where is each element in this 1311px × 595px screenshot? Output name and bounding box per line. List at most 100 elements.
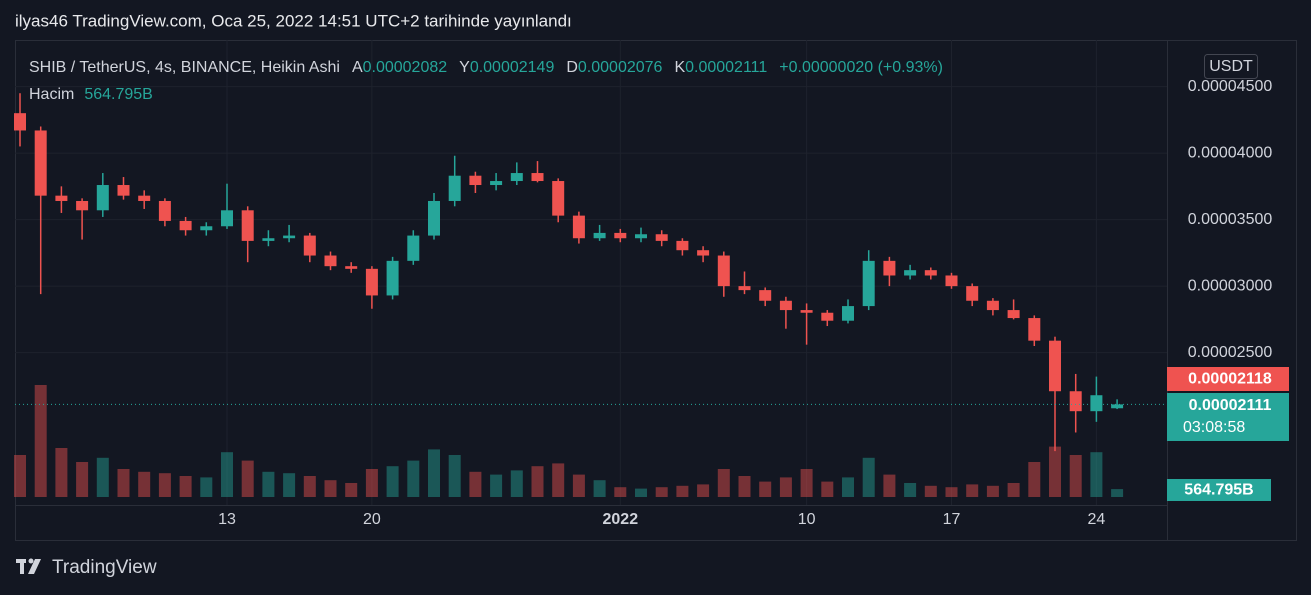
candle-body [345, 266, 358, 269]
bid-price-box [1167, 367, 1289, 391]
brand: TradingView [52, 557, 157, 578]
y-tick-label: 0.00003000 [1188, 277, 1273, 294]
high-value: 0.00002149 [470, 59, 555, 76]
volume-bar [386, 466, 399, 497]
candle-body [407, 235, 420, 261]
volume-bar [717, 469, 730, 497]
volume-bar [738, 476, 751, 497]
volume-bar [96, 457, 109, 497]
candle-body [1007, 310, 1020, 319]
candle-body [655, 234, 668, 241]
y-tick-label: 0.00004000 [1188, 144, 1273, 161]
volume-bar [1069, 455, 1082, 497]
x-tick-label: 17 [943, 511, 961, 528]
volume-bar [1049, 446, 1061, 497]
last-price-label: 0.00002111 [1189, 397, 1272, 414]
candle-body [428, 200, 440, 236]
volume-bar [448, 455, 461, 497]
volume-bar [179, 476, 192, 497]
volume-bar [1028, 462, 1041, 497]
candle-body [1049, 340, 1061, 392]
plot [14, 40, 1167, 505]
candle-body [552, 181, 565, 216]
volume-bar [469, 471, 482, 497]
volume-bar [552, 463, 565, 497]
volume-bar [779, 477, 792, 497]
currency[interactable]: USDT [1209, 58, 1253, 75]
countdown: 03:08:58 [1183, 419, 1245, 436]
legend-row: SHIB / TetherUS, 4s, BINANCE, Heikin Ash… [29, 59, 943, 76]
volume-box [1167, 479, 1271, 501]
candle-body [96, 185, 109, 211]
volume-bar [800, 469, 813, 497]
x-tick-label: 20 [363, 511, 381, 528]
candle-body [241, 210, 254, 241]
candle-body [510, 173, 523, 182]
candle-body [821, 312, 834, 321]
candle-body [924, 270, 937, 276]
x-tick-label: 24 [1088, 511, 1106, 528]
candle-body [469, 175, 482, 186]
low-label: D [566, 59, 578, 76]
candle-body [490, 181, 503, 186]
candle-body [759, 290, 772, 301]
volume-legend: Hacim 564.795B [29, 86, 153, 103]
candle-body [76, 200, 89, 211]
volume-bar [76, 462, 89, 497]
candle-body [717, 255, 730, 287]
currency-box[interactable] [1204, 54, 1258, 79]
candle-body [303, 235, 316, 256]
candle-body [904, 270, 917, 276]
volume-bar [821, 481, 834, 497]
candle-body [448, 175, 461, 201]
candle-body [986, 300, 999, 311]
volume-bar [221, 452, 233, 497]
volume-box-label: 564.795B [1184, 482, 1253, 499]
candle-body [800, 310, 813, 313]
volume-bar [34, 385, 47, 497]
candle-body [1111, 404, 1124, 409]
volume-value: 564.795B [84, 86, 153, 103]
bid-price-label: 0.00002118 [1188, 371, 1272, 388]
volume-bar [531, 466, 544, 497]
candle-body [138, 195, 151, 201]
volume-bar [14, 455, 26, 497]
volume-bar [407, 460, 420, 497]
candle-body [200, 226, 213, 231]
chart-frame [15, 40, 1297, 541]
high-label: Y [459, 59, 470, 76]
volume-bar [676, 485, 689, 497]
volume-bar [241, 460, 254, 497]
volume-bar [697, 484, 710, 497]
volume-bar [55, 448, 68, 497]
candle-body [593, 232, 606, 239]
x-tick-label: 13 [218, 511, 236, 528]
candle-body [1090, 395, 1103, 412]
volume-bar [924, 485, 937, 497]
volume-bar [200, 477, 213, 497]
volume-bar [283, 473, 296, 497]
candle-body [614, 232, 627, 239]
candle-body [572, 215, 585, 239]
candle-body [779, 300, 792, 311]
candle-body [386, 260, 399, 296]
volume-bar [904, 483, 917, 497]
volume-bar [138, 471, 151, 497]
volume-bar [842, 477, 854, 497]
candle-body [862, 260, 875, 307]
volume-bar [117, 469, 130, 497]
volume-bar [345, 483, 358, 497]
candle-body [158, 200, 171, 221]
volume-bar [303, 476, 316, 497]
volume-bar [262, 471, 275, 497]
volume-bar [324, 480, 337, 497]
candle-body [179, 220, 192, 231]
candle-body [697, 250, 710, 256]
open-value: 0.00002082 [363, 59, 448, 76]
volume-bar [862, 457, 875, 497]
candle-body [738, 286, 751, 291]
published-note: ilyas46 TradingView.com, Oca 25, 2022 14… [15, 11, 572, 30]
volume-bar [614, 487, 627, 497]
